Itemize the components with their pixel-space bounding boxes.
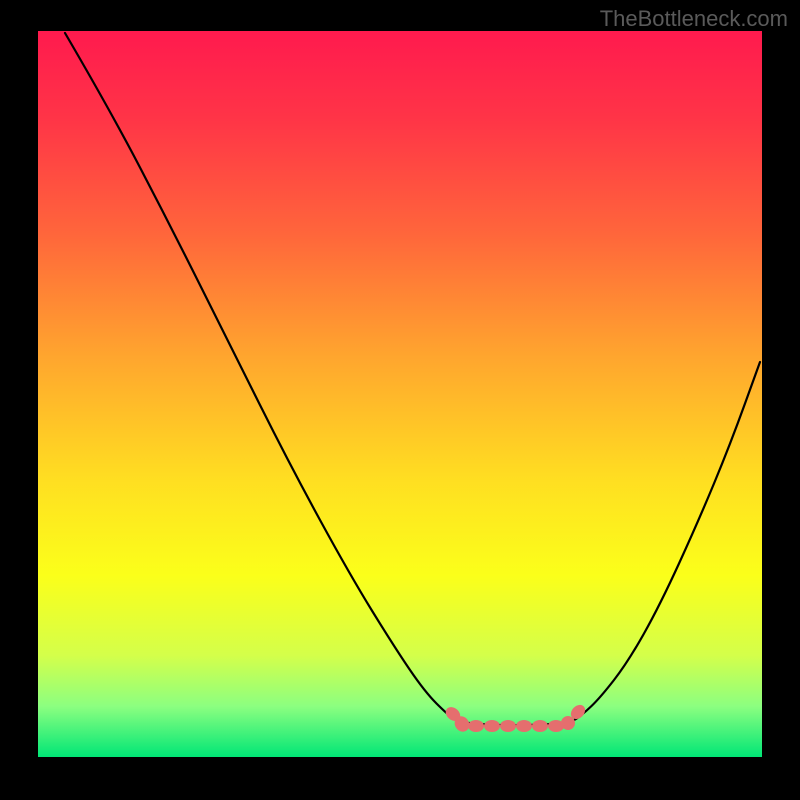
- watermark-text: TheBottleneck.com: [600, 6, 788, 32]
- bottleneck-chart: [0, 0, 800, 800]
- chart-container: TheBottleneck.com: [0, 0, 800, 800]
- chart-gradient-background: [38, 31, 762, 757]
